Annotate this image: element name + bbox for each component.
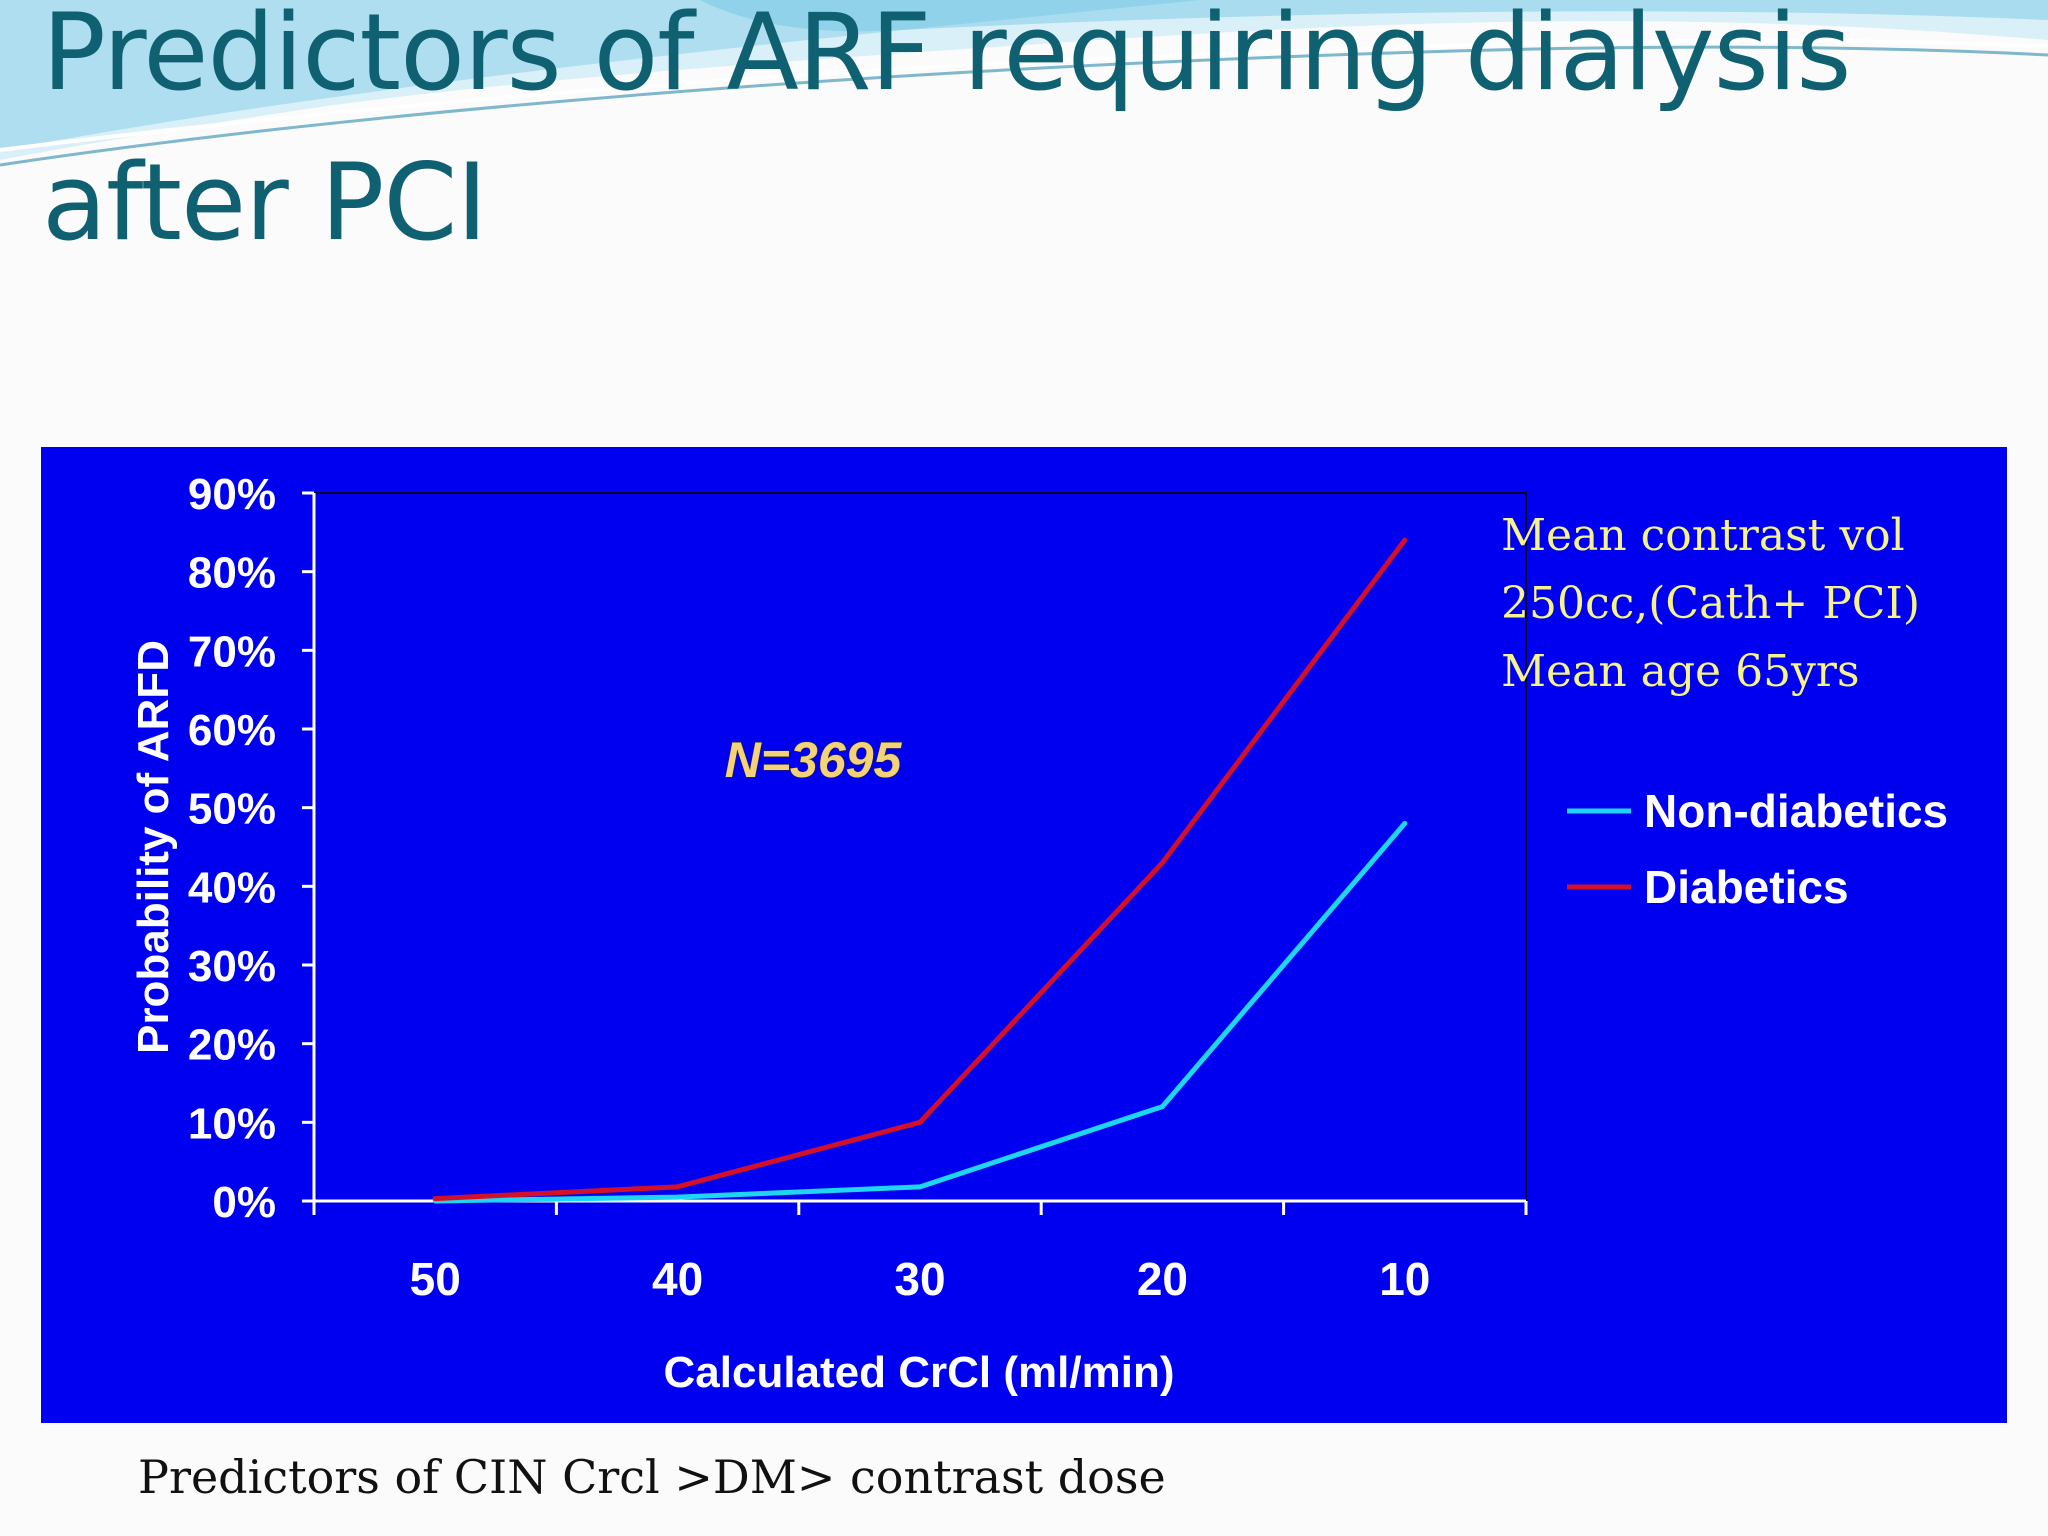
study-note-line-2: 250cc,(Cath+ PCI) — [1501, 578, 1921, 629]
y-tick-label: 90% — [188, 470, 276, 519]
slide-title: Predictors of ARF requiring dialysis aft… — [42, 0, 2032, 278]
x-tick-label: 20 — [1137, 1253, 1188, 1305]
y-tick-label: 80% — [188, 549, 276, 598]
y-tick-label: 30% — [188, 942, 276, 991]
plot-area-border — [313, 492, 1527, 1202]
chart-panel: 0% 10% 20% 30% 40% 50% 60% 70% 80% 90% 50 40 30 20 10… — [41, 447, 2007, 1423]
study-note: Mean contrast vol 250cc,(Cath+ PCI) Mean… — [1501, 502, 1971, 706]
study-note-line-1: Mean contrast vol — [1501, 510, 1905, 561]
y-axis-title: Probability of ARFD — [129, 640, 178, 1054]
y-tick-label: 70% — [188, 627, 276, 676]
data-point-non-diabetics — [675, 1194, 681, 1200]
sample-size-annotation: N=3695 — [725, 732, 903, 788]
data-point-diabetics — [1402, 537, 1408, 543]
data-point-diabetics — [675, 1184, 681, 1190]
legend-label-diabetics: Diabetics — [1644, 861, 1849, 913]
y-tick-label: 20% — [188, 1021, 276, 1070]
slide-title-line-2: after PCI — [42, 141, 488, 264]
study-note-line-3: Mean age 65yrs — [1501, 646, 1860, 697]
x-tick-label: 50 — [410, 1253, 461, 1305]
data-point-diabetics — [917, 1119, 923, 1125]
data-point-diabetics — [432, 1196, 438, 1202]
series-line-non-diabetics — [435, 821, 1407, 1204]
data-point-diabetics — [1159, 860, 1165, 866]
slide-title-line-1: Predictors of ARF requiring dialysis — [42, 0, 1852, 114]
x-tick-label: 40 — [652, 1253, 703, 1305]
x-tick-label: 10 — [1379, 1253, 1430, 1305]
footer-caption: Predictors of CIN Crcl >DM> contrast dos… — [138, 1450, 1166, 1504]
line-chart: 0% 10% 20% 30% 40% 50% 60% 70% 80% 90% 50 40 30 20 10… — [129, 470, 1948, 1397]
x-axis-title: Calculated CrCl (ml/min) — [664, 1348, 1175, 1397]
x-axis-ticks: 50 40 30 20 10 — [312, 1201, 1528, 1305]
y-tick-label: 40% — [188, 863, 276, 912]
data-point-non-diabetics — [1402, 820, 1408, 826]
legend-label-non-diabetics: Non-diabetics — [1644, 785, 1948, 837]
y-tick-label: 10% — [188, 1099, 276, 1148]
series-line-diabetics — [435, 538, 1407, 1202]
x-tick-label: 30 — [894, 1253, 945, 1305]
data-point-non-diabetics — [1159, 1104, 1165, 1110]
y-tick-label: 60% — [188, 706, 276, 755]
series-layer — [432, 537, 1408, 1204]
y-tick-label: 0% — [212, 1178, 276, 1227]
y-axis-ticks: 0% 10% 20% 30% 40% 50% 60% 70% 80% 90% — [188, 470, 314, 1227]
y-tick-label: 50% — [188, 785, 276, 834]
legend: Non-diabetics Diabetics — [1567, 785, 1948, 913]
data-point-non-diabetics — [917, 1184, 923, 1190]
header-wave-decoration — [0, 0, 2048, 167]
